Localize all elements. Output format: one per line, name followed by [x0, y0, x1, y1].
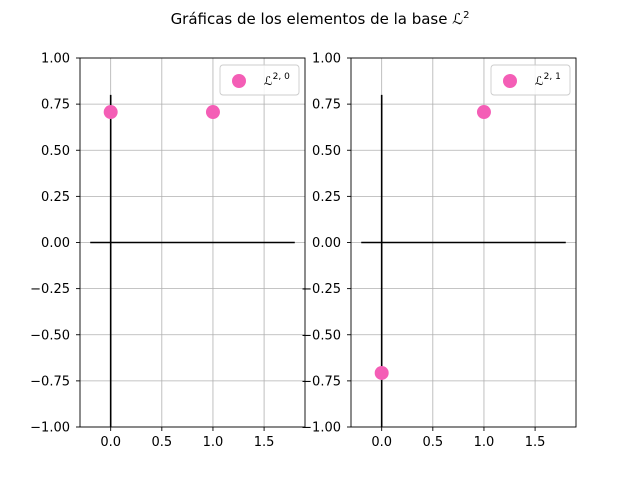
subplot-1: 0.0 0.5 1.0 1.5 −1.00 −0.75 −0.50 −0.25 0.00 0.25… [30, 52, 306, 450]
x-tick-label: 0.0 [100, 435, 121, 450]
y-tick-label: 1.00 [41, 52, 70, 67]
data-point [374, 365, 389, 380]
y-tick-label: 0.25 [41, 190, 70, 205]
y-tick-label: −0.25 [301, 282, 341, 297]
x-tick-label: 1.0 [474, 435, 495, 450]
data-point [103, 105, 118, 120]
x-tick-label: 1.5 [525, 435, 546, 450]
y-tick-label: −0.75 [301, 374, 341, 389]
figure-title: Gráficas de los elementos de la base ℒ2 [171, 10, 470, 28]
x-tick-label: 0.5 [151, 435, 172, 450]
y-tick-label: 0.00 [41, 236, 70, 251]
y-tick-label: 0.25 [312, 190, 341, 205]
y-tick-label: 0.00 [312, 236, 341, 251]
y-tick-label: −0.50 [301, 328, 341, 343]
y-tick-label: 0.75 [312, 98, 341, 113]
data-point [476, 105, 491, 120]
legend-marker [232, 74, 246, 88]
y-tick-label: −0.75 [30, 374, 70, 389]
y-tick-label: −1.00 [30, 421, 70, 436]
y-tick-label: −0.50 [30, 328, 70, 343]
data-point [205, 105, 220, 120]
x-tick-label: 1.0 [203, 435, 224, 450]
x-tick-label: 1.5 [254, 435, 275, 450]
legend-label: ℒ2, 1 [535, 72, 561, 88]
legend: ℒ2, 1 [490, 64, 571, 96]
legend: ℒ2, 0 [219, 64, 300, 96]
legend-marker [503, 74, 517, 88]
x-tick-label: 0.5 [422, 435, 443, 450]
y-tick-label: −1.00 [301, 421, 341, 436]
y-tick-label: 1.00 [312, 52, 341, 67]
x-tick-label: 0.0 [371, 435, 392, 450]
y-tick-label: 0.75 [41, 98, 70, 113]
y-tick-label: 0.50 [41, 144, 70, 159]
y-tick-label: 0.50 [312, 144, 341, 159]
subplot-2: 0.0 0.5 1.0 1.5 −1.00 −0.75 −0.50 −0.25 0.00 0.25… [301, 52, 577, 450]
y-tick-label: −0.25 [30, 282, 70, 297]
legend-label: ℒ2, 0 [264, 72, 290, 88]
subplots: 0.0 0.5 1.0 1.5 −1.00 −0.75 −0.50 −0.25 0.00 0.25… [30, 52, 577, 450]
